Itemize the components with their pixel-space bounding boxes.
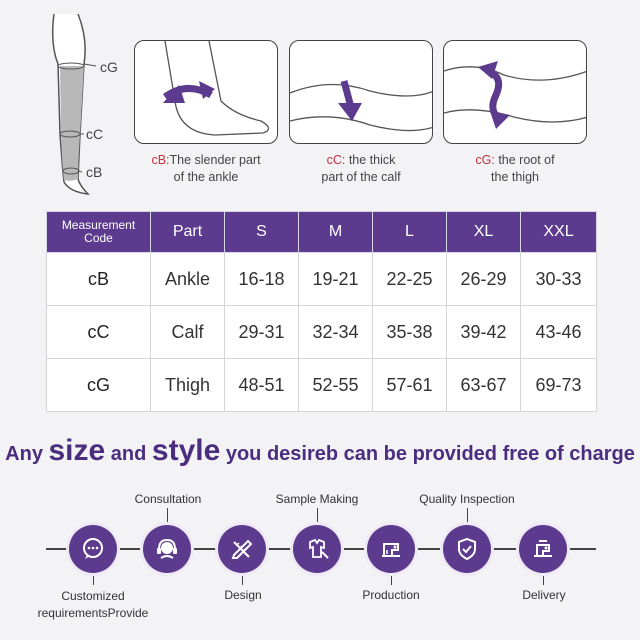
ankle-measure-illustration	[162, 41, 270, 136]
shield-check-icon	[458, 537, 476, 561]
timeline-tick	[242, 573, 243, 585]
calf-caption-line2: part of the calf	[321, 170, 401, 184]
step-label-line: requirementsProvide	[37, 606, 149, 620]
step-label-sample-making: Sample Making	[275, 492, 359, 506]
step-label-quality-inspection: Quality Inspection	[419, 492, 515, 506]
table-cell: 63-67	[446, 358, 521, 412]
table-cell: 26-29	[446, 252, 521, 306]
thigh-panel	[443, 40, 587, 144]
step-label-consultation: Consultation	[134, 492, 202, 506]
table-cell: cC	[46, 305, 151, 359]
delivery-machine-icon	[534, 540, 552, 557]
step-consultation	[143, 525, 191, 573]
header-measurement-code: Measurement Code	[46, 211, 151, 253]
step-delivery	[519, 525, 567, 573]
ankle-code: cB:	[151, 153, 170, 167]
timeline-tick	[93, 573, 94, 585]
thigh-code: cG:	[475, 153, 495, 167]
table-cell: 69-73	[520, 358, 597, 412]
timeline-tick	[317, 508, 318, 526]
timeline-tick	[167, 508, 168, 526]
size-chart-table: Measurement Code Part S M L XL XXL cB An…	[46, 211, 597, 412]
ankle-caption-line2: of the ankle	[173, 170, 239, 184]
table-cell: cG	[46, 358, 151, 412]
table-cell: cB	[46, 252, 151, 306]
calf-code: cC:	[326, 153, 346, 167]
pencil-ruler-icon	[231, 539, 253, 559]
ankle-caption: cB:The slender part of the ankle	[131, 152, 281, 186]
slogan-style-word: style	[151, 434, 221, 467]
table-cell: Calf	[150, 305, 225, 359]
timeline-tick	[467, 508, 468, 526]
table-cell: 35-38	[372, 305, 447, 359]
thigh-measure-illustration	[444, 61, 586, 129]
step-label-customized: Customized requirementsProvide	[28, 588, 158, 622]
step-label-production: Production	[362, 588, 420, 602]
step-label-delivery: Delivery	[522, 588, 566, 602]
timeline-tick	[543, 573, 544, 585]
table-cell: 32-34	[298, 305, 373, 359]
table-cell: 43-46	[520, 305, 597, 359]
calf-measure-illustration	[290, 80, 432, 132]
table-cell: 48-51	[224, 358, 299, 412]
step-label-line: Customized	[61, 589, 125, 603]
header-size-xxl: XXL	[520, 211, 597, 253]
slogan-headline: Any size and style you desireb can be pr…	[0, 434, 640, 468]
chat-bubble-icon	[83, 538, 103, 559]
leg-label-cg: cG	[100, 59, 118, 75]
step-production	[367, 525, 415, 573]
table-row: cB Ankle 16-18 19-21 22-25 26-29 30-33	[46, 252, 597, 306]
sewing-machine-icon	[382, 543, 400, 557]
step-label-design: Design	[224, 588, 262, 602]
step-customized	[69, 525, 117, 573]
table-cell: Thigh	[150, 358, 225, 412]
ankle-caption-line1: The slender part	[169, 153, 261, 167]
thigh-caption-line1: the root of	[494, 153, 555, 167]
table-cell: 22-25	[372, 252, 447, 306]
slogan-part: you desireb can be provided free of char…	[220, 443, 635, 465]
leg-label-cb: cB	[86, 164, 103, 180]
ankle-panel	[134, 40, 278, 144]
thigh-caption: cG: the root of the thigh	[440, 152, 590, 186]
calf-caption-line1: the thick	[345, 153, 396, 167]
table-cell: Ankle	[150, 252, 225, 306]
sewing-icon	[309, 538, 329, 559]
table-cell: 30-33	[520, 252, 597, 306]
leg-label-cc: cC	[86, 126, 104, 142]
table-cell: 29-31	[224, 305, 299, 359]
thigh-caption-line2: the thigh	[491, 170, 539, 184]
calf-caption: cC: the thick part of the calf	[286, 152, 436, 186]
step-sample-making	[293, 525, 341, 573]
table-cell: 19-21	[298, 252, 373, 306]
table-header-row: Measurement Code Part S M L XL XXL	[46, 211, 597, 253]
table-row: cC Calf 29-31 32-34 35-38 39-42 43-46	[46, 305, 597, 359]
header-part: Part	[150, 211, 225, 253]
header-size-m: M	[298, 211, 373, 253]
leg-measurement-figure: cG cC cB	[40, 13, 130, 204]
timeline-tick	[391, 573, 392, 585]
leg-outline-icon	[51, 13, 97, 195]
table-cell: 57-61	[372, 358, 447, 412]
table-cell: 39-42	[446, 305, 521, 359]
table-cell: 16-18	[224, 252, 299, 306]
slogan-size-word: size	[48, 434, 106, 467]
header-size-xl: XL	[446, 211, 521, 253]
step-quality-inspection	[443, 525, 491, 573]
calf-panel	[289, 40, 433, 144]
table-cell: 52-55	[298, 358, 373, 412]
headset-icon	[157, 538, 177, 559]
table-row: cG Thigh 48-51 52-55 57-61 63-67 69-73	[46, 358, 597, 412]
header-size-s: S	[224, 211, 299, 253]
slogan-part: and	[105, 443, 152, 465]
step-design	[218, 525, 266, 573]
slogan-part: Any	[5, 443, 49, 465]
header-size-l: L	[372, 211, 447, 253]
